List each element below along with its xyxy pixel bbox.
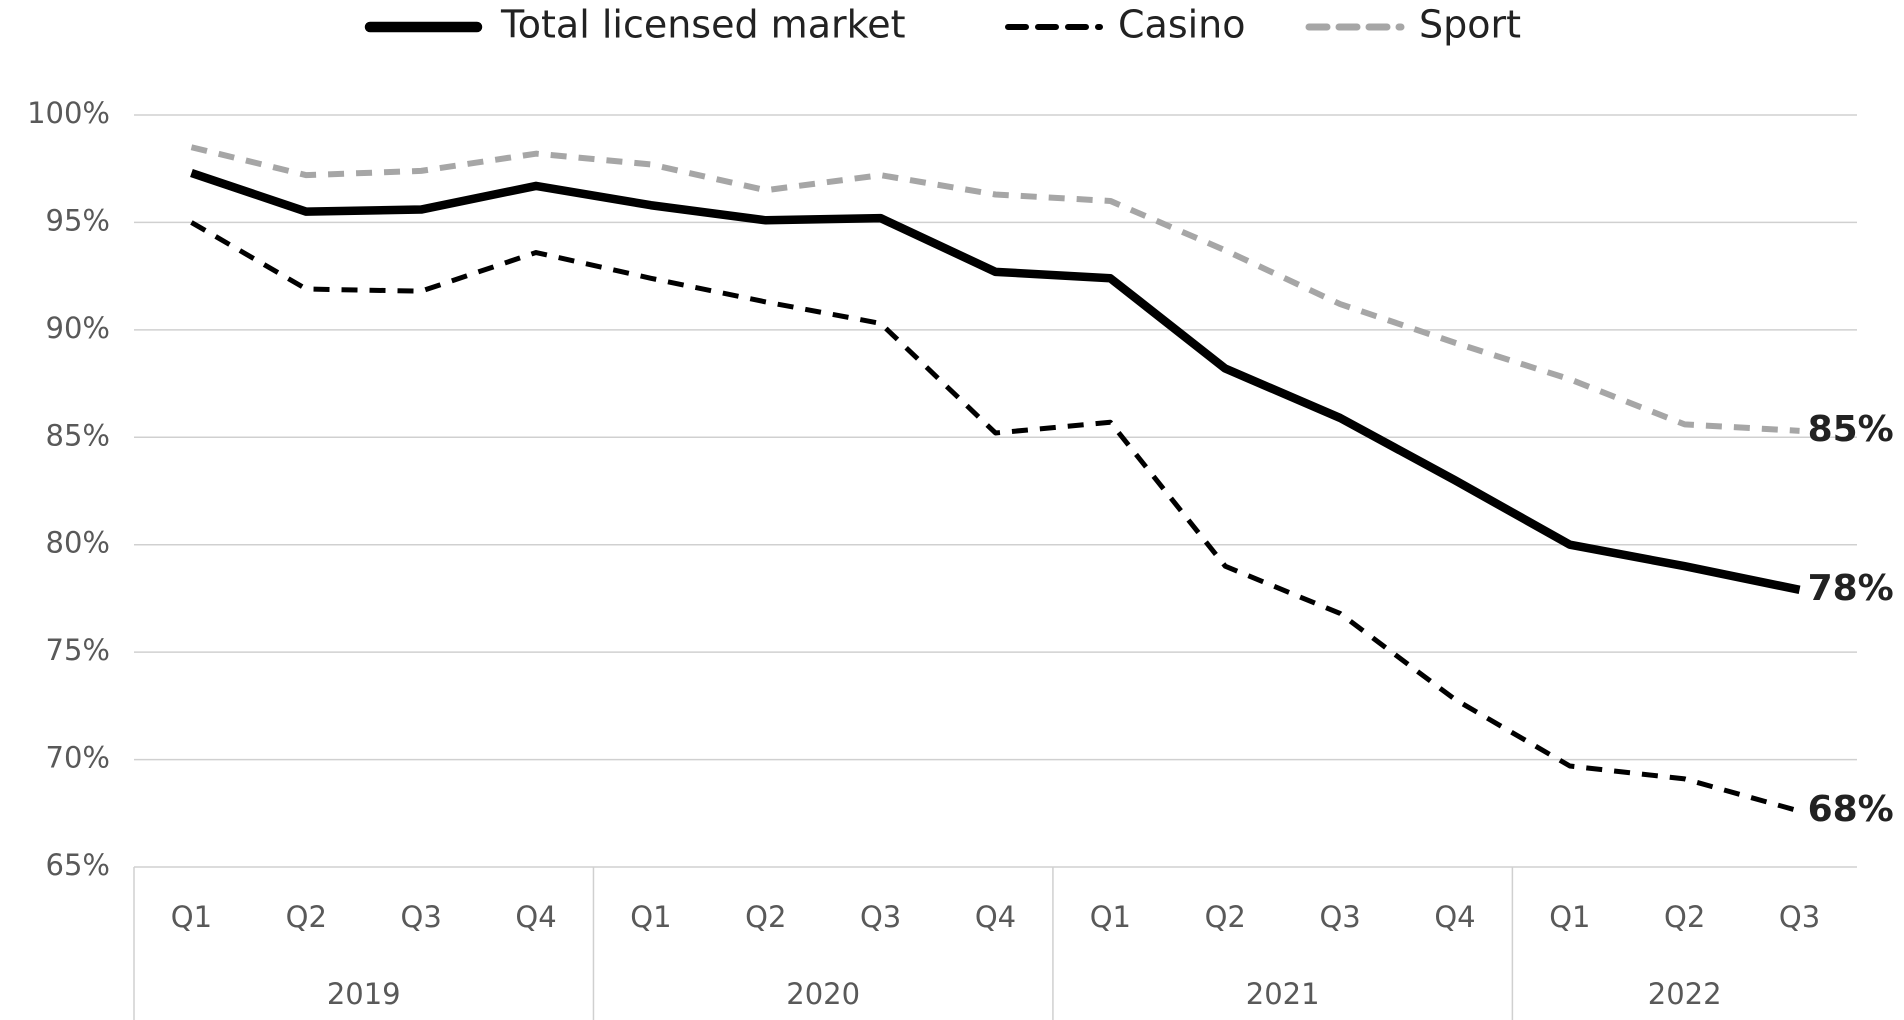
x-tick-label: Q1	[1549, 900, 1590, 934]
x-tick-label: Q2	[745, 900, 786, 934]
y-tick-label: 65%	[46, 848, 110, 882]
x-tick-label: Q2	[1664, 900, 1705, 934]
legend-label: Sport	[1419, 3, 1521, 47]
y-tick-label: 85%	[46, 418, 110, 452]
x-tick-label: Q4	[975, 900, 1016, 934]
y-tick-label: 90%	[46, 311, 110, 345]
series-line	[190, 144, 1800, 434]
x-tick-label: Q3	[1319, 900, 1360, 934]
x-tick-label: Q3	[401, 900, 442, 934]
x-tick-label: Q3	[1779, 900, 1820, 934]
x-tick-label: Q2	[1205, 900, 1246, 934]
y-tick-label: 100%	[27, 96, 110, 130]
x-tick-label: Q1	[1090, 900, 1131, 934]
y-tick-label: 95%	[46, 203, 110, 237]
x-group-label: 2019	[327, 977, 401, 1011]
x-group-label: 2020	[786, 977, 860, 1011]
y-tick-label: 75%	[46, 633, 110, 667]
legend-label: Total licensed market	[500, 3, 906, 47]
x-tick-label: Q1	[171, 900, 212, 934]
y-tick-label: 80%	[46, 526, 110, 560]
x-tick-label: Q3	[860, 900, 901, 934]
legend-label: Casino	[1118, 3, 1246, 47]
data-label: 78%	[1808, 568, 1894, 609]
x-tick-label: Q2	[286, 900, 327, 934]
x-group-label: 2022	[1648, 977, 1722, 1011]
x-tick-label: Q4	[1434, 900, 1475, 934]
y-tick-label: 70%	[46, 741, 110, 775]
x-tick-label: Q4	[515, 900, 556, 934]
series-line	[190, 220, 1801, 814]
series-line	[190, 168, 1801, 594]
data-label: 68%	[1808, 789, 1894, 830]
x-tick-label: Q1	[630, 900, 671, 934]
x-group-label: 2021	[1246, 977, 1320, 1011]
data-label: 85%	[1808, 409, 1894, 450]
